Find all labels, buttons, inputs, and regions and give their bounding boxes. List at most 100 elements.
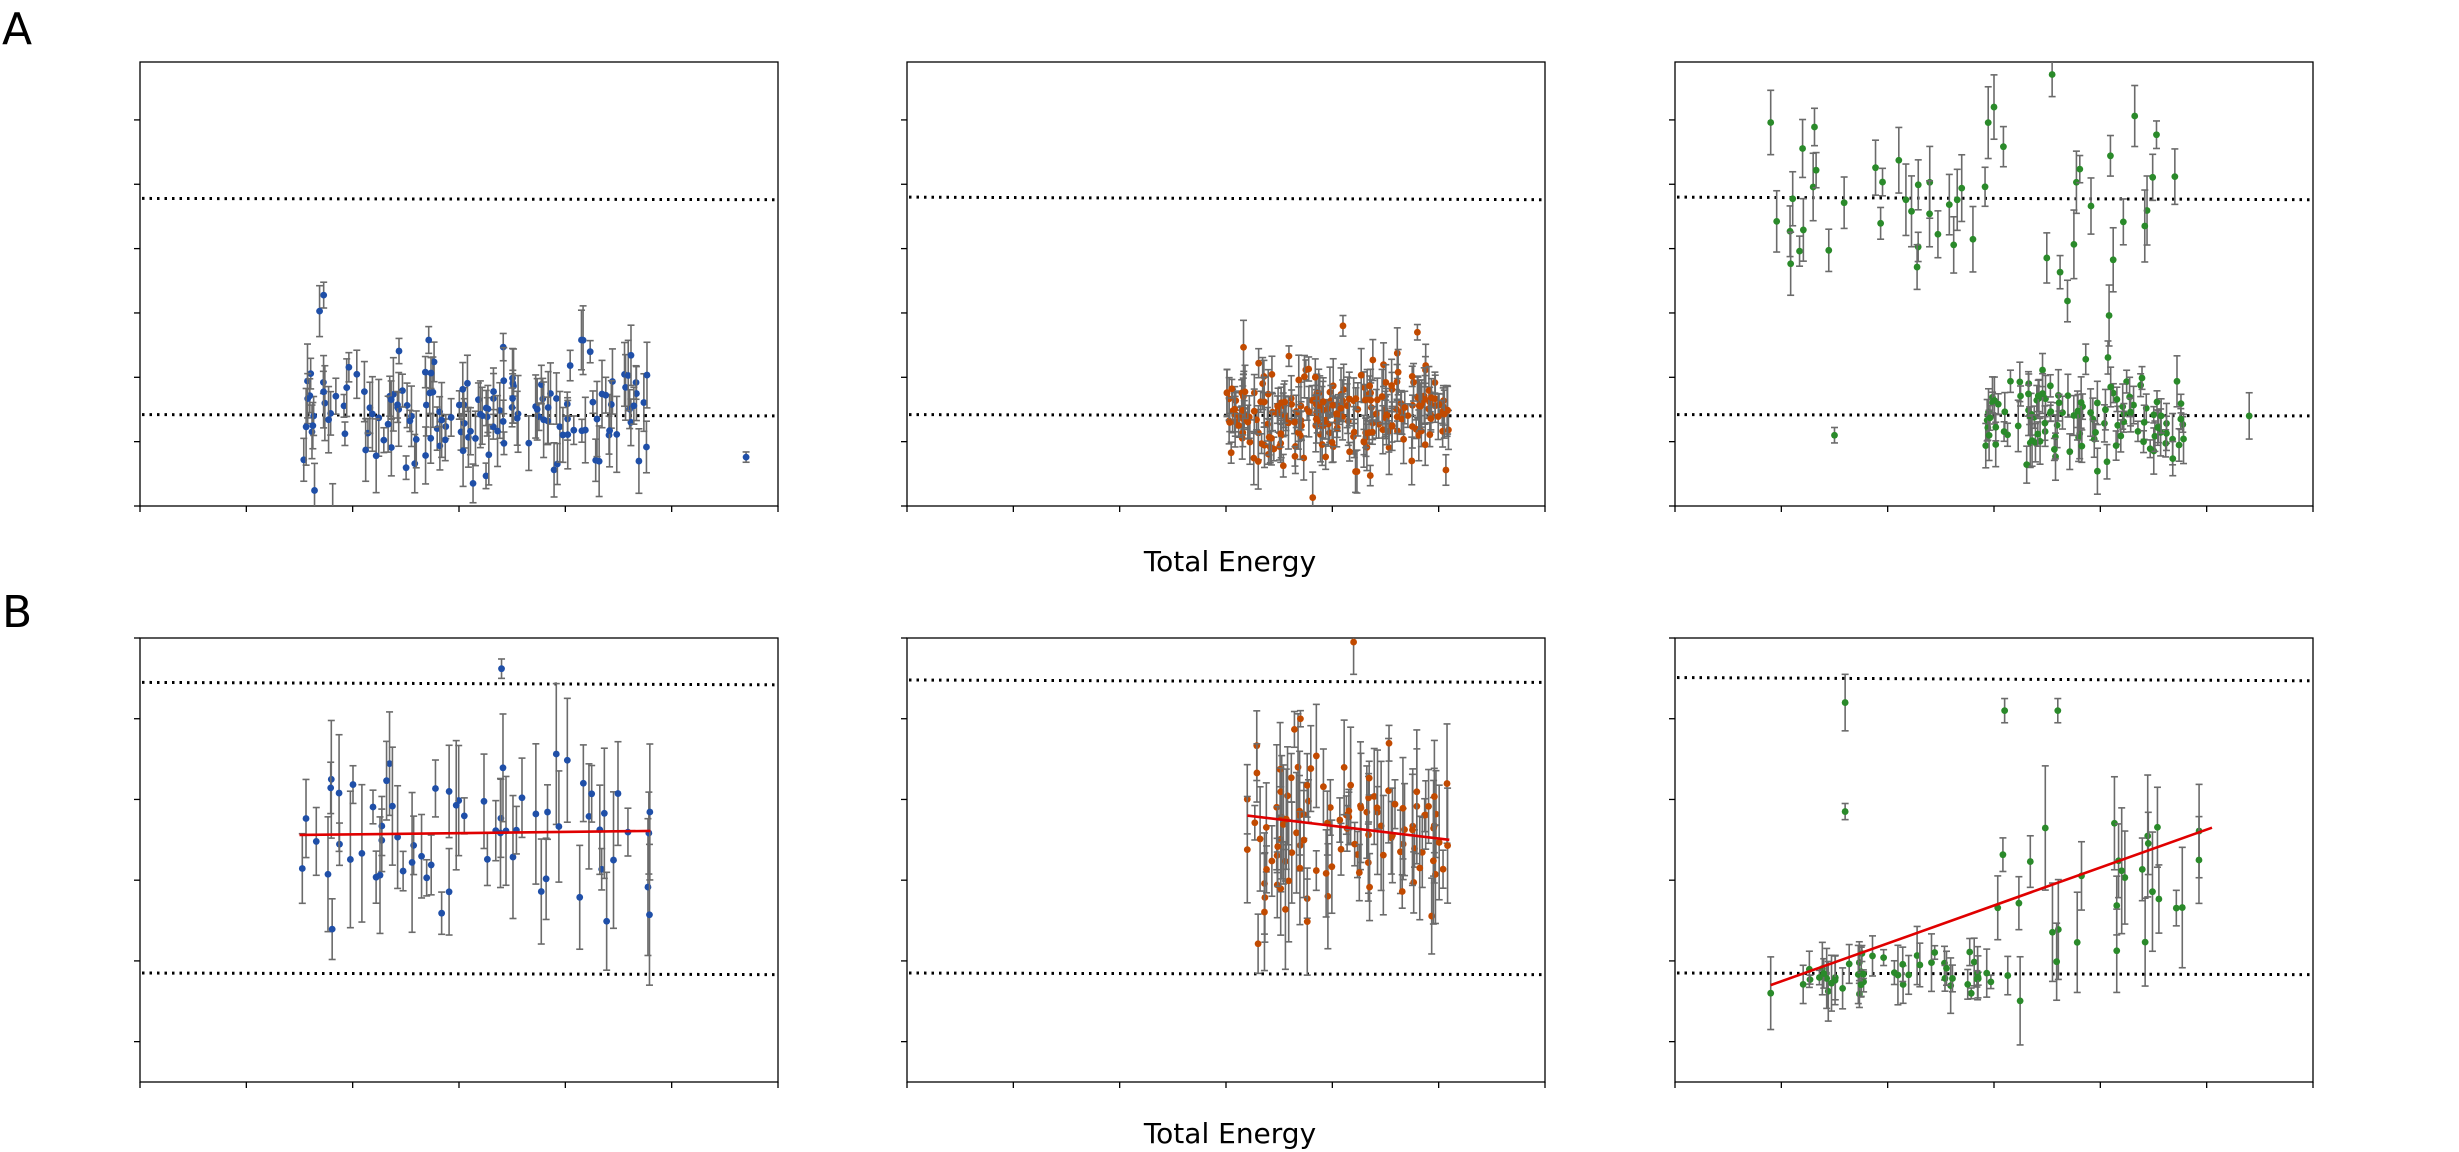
data-point (1872, 164, 1879, 171)
data-point (1240, 344, 1247, 351)
data-point (1366, 775, 1373, 782)
data-point (2177, 416, 2184, 423)
data-point (594, 416, 601, 423)
data-point (332, 393, 339, 400)
data-point (1915, 181, 1922, 188)
data-point (613, 431, 620, 438)
data-point (1374, 804, 1381, 811)
data-point (1392, 801, 1399, 808)
data-point (325, 416, 332, 423)
data-point (1436, 401, 1443, 408)
data-point (1427, 415, 1434, 422)
data-point (1269, 371, 1276, 378)
data-point (2025, 391, 2032, 398)
data-point (2110, 256, 2117, 263)
data-point (1394, 350, 1401, 357)
data-point (1313, 867, 1320, 874)
data-point (603, 918, 610, 925)
data-point (1382, 379, 1389, 386)
data-point (1992, 424, 1999, 431)
data-point (1820, 970, 1827, 977)
data-point (2049, 71, 2056, 78)
data-point (1340, 322, 1347, 329)
data-point (1839, 985, 1846, 992)
data-point (1261, 909, 1268, 916)
data-point (459, 386, 466, 393)
data-point (2049, 929, 2056, 936)
data-point (2180, 436, 2187, 443)
shared-xlabel-top: Total Energy (1143, 545, 1316, 578)
data-point (576, 894, 583, 901)
data-point (1259, 380, 1266, 387)
data-point (477, 411, 484, 418)
data-point (2000, 143, 2007, 150)
data-point (1369, 357, 1376, 364)
data-point (545, 404, 552, 411)
data-point (1435, 413, 1442, 420)
data-points (1767, 52, 2253, 494)
shared-xlabel-bottom: Total Energy (1143, 1117, 1316, 1150)
data-point (1846, 961, 1853, 968)
data-point (2171, 173, 2178, 180)
data-point (2139, 375, 2146, 382)
data-point (553, 751, 560, 758)
data-point (388, 444, 395, 451)
data-point (1257, 836, 1264, 843)
data-point (1297, 715, 1304, 722)
data-point (1226, 419, 1233, 426)
data-point (646, 809, 653, 816)
data-point (1773, 218, 1780, 225)
data-point (1858, 981, 1865, 988)
data-point (578, 337, 585, 344)
data-point (1441, 411, 1448, 418)
data-point (2087, 409, 2094, 416)
data-point (1300, 455, 1307, 462)
data-point (580, 780, 587, 787)
data-point (2126, 394, 2133, 401)
data-point (329, 508, 336, 515)
data-point (1309, 494, 1316, 501)
reference-line (142, 973, 776, 975)
data-point (2131, 113, 2138, 120)
data-point (1400, 805, 1407, 812)
data-point (2016, 379, 2023, 386)
data-point (1307, 765, 1314, 772)
data-point (483, 405, 490, 412)
data-point (1329, 402, 1336, 409)
data-point (1895, 972, 1902, 979)
data-point (2078, 443, 2085, 450)
data-point (1242, 388, 1249, 395)
data-point (303, 815, 310, 822)
data-point (1352, 395, 1359, 402)
data-point (342, 430, 349, 437)
data-point (369, 411, 376, 418)
data-point (636, 458, 643, 465)
data-points (1223, 316, 1451, 523)
data-point (2107, 152, 2114, 159)
data-point (304, 395, 311, 402)
data-point (2176, 442, 2183, 449)
data-point (385, 421, 392, 428)
data-point (1410, 379, 1417, 386)
data-point (2113, 442, 2120, 449)
data-point (1312, 374, 1319, 381)
data-point (1800, 981, 1807, 988)
data-point (2154, 424, 2161, 431)
data-point (1800, 227, 1807, 234)
data-point (544, 809, 551, 816)
data-point (1430, 857, 1437, 864)
data-points (299, 659, 654, 985)
data-point (2169, 455, 2176, 462)
data-point (2174, 378, 2181, 385)
data-point (1255, 360, 1262, 367)
data-point (2015, 900, 2022, 907)
data-point (2059, 409, 2066, 416)
data-point (299, 865, 306, 872)
data-point (2104, 458, 2111, 465)
data-point (1261, 399, 1268, 406)
data-point (1825, 247, 1832, 254)
data-point (484, 856, 491, 863)
data-point (353, 371, 360, 378)
data-point (2142, 939, 2149, 946)
